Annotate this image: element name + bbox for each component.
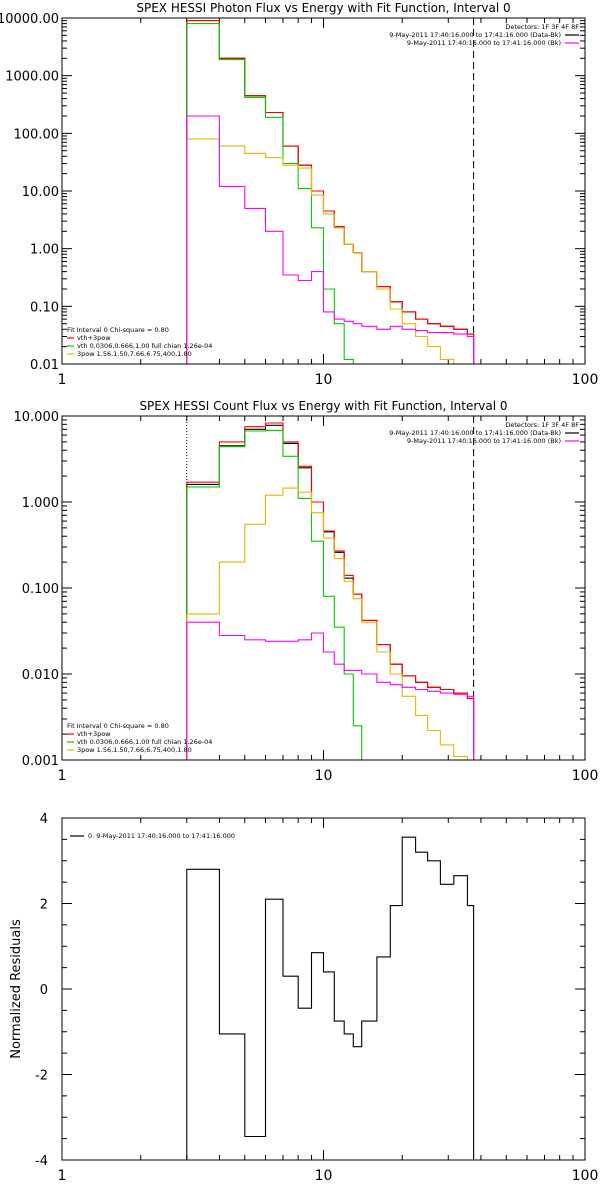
- plot-frame: [61, 415, 586, 761]
- series-line-3: [186, 138, 474, 364]
- y-tick-label: 4: [40, 812, 48, 827]
- legend-header: Fit Interval 0 Chi-square = 0.80: [67, 722, 169, 730]
- series-line-0: [186, 836, 475, 1160]
- chart-title: SPEX HESSI Photon Flux vs Energy with Fi…: [136, 1, 510, 15]
- series-line-0: [186, 20, 475, 364]
- x-tick-label: 1: [58, 372, 67, 388]
- y-tick-label: 0: [40, 983, 48, 998]
- legend-entry: vth 0.0306,0.666,1.00 full chian 1.26e-0…: [77, 738, 212, 746]
- legend-entry: 0. 9-May-2011 17:40:16.000 to 17:41:16.0…: [88, 832, 235, 840]
- photon-flux-panel: SPEX HESSI Photon Flux vs Energy with Fi…: [0, 1, 598, 388]
- legend-header: Detectors: 1F 3F 4F 8F: [505, 23, 579, 31]
- chart-title: SPEX HESSI Count Flux vs Energy with Fit…: [139, 399, 507, 413]
- y-tick-label: 0.01: [30, 358, 59, 373]
- y-axis-label: Normalized Residuals: [9, 919, 24, 1059]
- series-group: [186, 836, 475, 1160]
- x-tick-label: 1: [58, 1168, 67, 1184]
- y-tick-label: 0.010: [22, 668, 59, 683]
- series-group: [186, 422, 475, 760]
- legend-header: Detectors: 1F 3F 4F 8F: [505, 421, 579, 429]
- legend-entry: vth+3pow: [77, 730, 111, 738]
- series-line-0: [186, 424, 475, 760]
- count-flux-panel: SPEX HESSI Count Flux vs Energy with Fit…: [14, 399, 599, 784]
- legend-entry: vth 0.0306,0.666,1.00 full chian 1.26e-0…: [77, 342, 212, 350]
- x-tick-label: 10: [315, 372, 333, 388]
- legend-entry: 9-May-2011 17:40:16.000 to 17:41:16.000 …: [407, 437, 561, 445]
- series-line-4: [186, 115, 475, 364]
- series-line-2: [186, 429, 363, 760]
- y-tick-label: 10000.00: [0, 12, 59, 27]
- plot-frame: [61, 17, 586, 365]
- x-tick-label: 10: [315, 768, 333, 784]
- legend-entry: 3pow 1.56,1.50,7.66,6.75,400,1.80: [77, 350, 192, 358]
- plot-frame: [61, 817, 586, 1161]
- y-tick-label: 10.00: [22, 185, 59, 200]
- legend-entry: 3pow 1.56,1.50,7.66,6.75,400,1.80: [77, 746, 192, 754]
- x-tick-label: 100: [572, 1168, 599, 1184]
- y-tick-label: 10.000: [14, 410, 60, 425]
- series-line-1: [186, 422, 475, 760]
- series-line-2: [186, 23, 362, 364]
- residuals-panel: Normalized Residuals 1 10 100 -4 -2 0 2 4 0. 9-Ma…: [9, 812, 598, 1184]
- y-tick-label: 100.00: [14, 127, 60, 142]
- series-line-1: [186, 20, 475, 364]
- series-group: [186, 20, 475, 364]
- legend-entry: 9-May-2011 17:40:16.000 to 17:41:16.000 …: [407, 39, 561, 47]
- y-tick-label: 1.000: [22, 496, 59, 511]
- x-tick-label: 100: [572, 372, 599, 388]
- y-tick-label: 2: [40, 898, 48, 913]
- y-tick-label: 0.100: [22, 582, 59, 597]
- y-tick-label: -2: [35, 1069, 48, 1084]
- legend-entry: 9-May-2011 17:40:16.000 to 17:41:16.000 …: [389, 429, 561, 437]
- legend-entry: 9-May-2011 17:40:16.000 to 17:41:16.000 …: [389, 31, 561, 39]
- x-tick-label: 100: [572, 768, 599, 784]
- y-tick-label: -4: [35, 1154, 48, 1169]
- x-tick-label: 1: [58, 768, 67, 784]
- y-tick-label: 1.00: [30, 243, 59, 258]
- x-tick-label: 10: [315, 1168, 333, 1184]
- y-tick-label: 1000.00: [5, 70, 59, 85]
- series-line-3: [186, 487, 474, 760]
- legend-entry: vth+3pow: [77, 334, 111, 342]
- y-tick-label: 0.10: [30, 300, 59, 315]
- series-line-4: [186, 621, 475, 760]
- legend-header: Fit Interval 0 Chi-square = 0.80: [67, 326, 169, 334]
- y-tick-label: 0.001: [22, 754, 59, 769]
